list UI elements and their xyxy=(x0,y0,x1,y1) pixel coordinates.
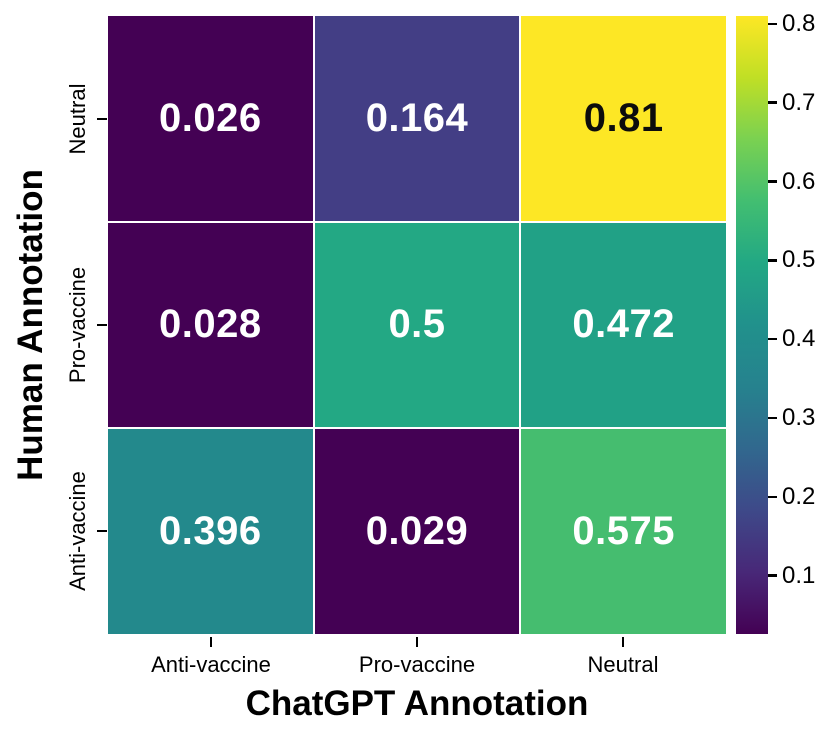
y-axis-title-text: Human Annotation xyxy=(11,169,50,481)
heatmap-cell: 0.396 xyxy=(108,429,313,634)
colorbar-tick-label: 0.8 xyxy=(782,9,816,37)
y-tick-mark xyxy=(97,323,107,327)
y-tick-label-text: Anti-vaccine xyxy=(65,471,90,591)
colorbar-tick-mark xyxy=(768,259,777,262)
colorbar-tick-label: 0.7 xyxy=(782,88,816,116)
heatmap-cell: 0.028 xyxy=(108,222,313,428)
colorbar-tick-mark xyxy=(768,416,777,420)
cell-value-label: 0.028 xyxy=(159,302,262,347)
cell-value-label: 0.81 xyxy=(583,95,664,140)
y-tick-label-text: Pro-vaccine xyxy=(65,266,90,384)
heatmap-cell: 0.164 xyxy=(314,16,520,221)
cell-value-label: 0.396 xyxy=(159,509,262,554)
x-tick-label: Anti-vaccine xyxy=(151,652,271,677)
heatmap-cell: 0.575 xyxy=(521,429,726,634)
cell-value-label: 0.026 xyxy=(159,95,262,140)
colorbar-tick-mark xyxy=(768,101,777,104)
colorbar-tick-label: 0.6 xyxy=(782,167,816,195)
colorbar-tick-label: 0.5 xyxy=(782,246,816,274)
colorbar-tick-mark xyxy=(768,574,777,577)
x-tick-mark xyxy=(209,637,213,647)
cell-value-label: 0.164 xyxy=(365,95,469,140)
heatmap-cell: 0.5 xyxy=(314,222,520,428)
x-tick-label: Neutral xyxy=(587,652,659,677)
cell-value-label: 0.472 xyxy=(572,302,675,347)
colorbar-tick-label: 0.3 xyxy=(782,404,816,431)
y-tick-mark xyxy=(97,117,107,121)
cell-value-label: 0.029 xyxy=(365,509,469,554)
x-tick-label: Pro-vaccine xyxy=(358,652,476,677)
heatmap-cell: 0.81 xyxy=(521,16,726,221)
heatmap-grid: 0.026 0.164 0.81 0.028 0.5 0.472 0.396 0.029 0.5… xyxy=(108,16,726,634)
heatmap-cell: 0.472 xyxy=(521,222,726,428)
heatmap-cell: 0.029 xyxy=(314,429,520,634)
colorbar-gradient xyxy=(736,16,768,634)
colorbar-tick-mark xyxy=(768,495,777,499)
colorbar-tick-mark xyxy=(768,22,777,26)
x-tick-mark xyxy=(415,637,419,647)
colorbar-tick-mark xyxy=(768,337,777,341)
x-axis-title: ChatGPT Annotation xyxy=(245,684,589,723)
colorbar-tick-label: 0.4 xyxy=(782,325,816,353)
y-tick-label-text: Neutral xyxy=(65,83,90,155)
colorbar-tick-label: 0.2 xyxy=(782,482,816,510)
x-tick-mark xyxy=(621,637,625,647)
y-tick-mark xyxy=(97,529,107,533)
colorbar-tick-label: 0.1 xyxy=(782,561,816,589)
cell-value-label: 0.575 xyxy=(572,509,675,554)
cell-value-label: 0.5 xyxy=(388,302,446,347)
heatmap-cell: 0.026 xyxy=(108,16,313,221)
colorbar-tick-mark xyxy=(768,180,777,183)
